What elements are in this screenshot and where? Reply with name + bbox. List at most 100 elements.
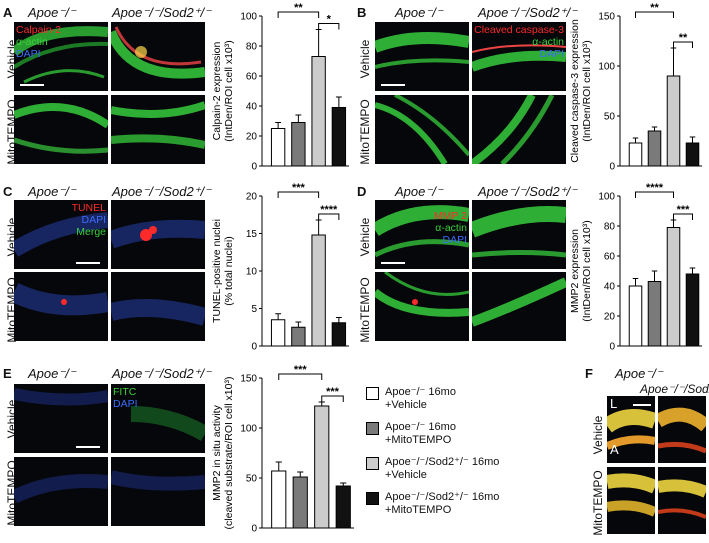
panel-label-f: F [585, 366, 593, 381]
significance-bracket [321, 395, 344, 402]
y-tick-label: 50 [246, 474, 258, 485]
bar [331, 322, 347, 347]
bar [271, 470, 287, 529]
stain-label-actin: α-actin [435, 222, 467, 234]
micrograph-b-apoe-vehicle [375, 22, 469, 91]
panel-b-column-title-2: Apoe⁻/⁻/Sod2⁺/⁻ [478, 5, 578, 20]
significance-bracket [277, 191, 320, 198]
significance-bracket [673, 213, 693, 220]
bar [292, 476, 308, 529]
y-axis-label: (% total nuclei) [223, 236, 235, 305]
significance-bracket [318, 23, 340, 30]
bar-chart-b: Cleaved caspase-3 expression (IntDen/ROI … [568, 2, 708, 173]
y-tick-label: 15 [246, 229, 258, 240]
y-axis-label: (IntDen/ROI cell x10³) [581, 40, 593, 142]
significance-label: **** [646, 182, 664, 194]
legend-line: Apoe⁻/⁻/Sod2⁺/⁻ 16mo [385, 491, 500, 503]
legend-line: +MitoTEMPO [385, 504, 452, 516]
y-axis-label: (IntDen/ROI cell x10³) [223, 40, 235, 142]
y-axis-label: Calpain-2 expression [211, 42, 223, 141]
legend-item-1: Apoe⁻/⁻ 16mo +Vehicle [366, 386, 456, 412]
significance-bracket [635, 191, 674, 198]
bar [628, 142, 643, 167]
y-tick-label: 100 [240, 12, 257, 23]
bar [270, 319, 286, 347]
y-tick-label: 40 [246, 102, 258, 113]
panel-d-row-label-1: Vehicle [358, 217, 372, 257]
panel-f-row-label-1: Vehicle [591, 415, 605, 455]
y-tick-label: 0 [251, 162, 257, 173]
scale-bar [381, 262, 405, 264]
micrograph-d-sod2-vehicle [472, 200, 566, 269]
stain-label-actin: α-actin [16, 36, 48, 48]
y-axis-label: Cleaved caspase-3 expression [569, 19, 581, 163]
micrograph-a-sod2-mitotempo [111, 95, 205, 164]
panel-f-row-label-2: MitoTEMPO [591, 470, 605, 536]
panel-c-column-title-2: Apoe⁻/⁻/Sod2⁺/⁻ [112, 184, 212, 199]
y-tick-label: 20 [246, 132, 258, 143]
micrograph-b-sod2-mitotempo [472, 95, 566, 164]
stain-label-dapi: DAPI [539, 48, 564, 60]
bar [685, 142, 700, 167]
micrograph-c-apoe-mitotempo [14, 272, 108, 341]
bar-chart-c: TUNEL-positive nuclei (% total nuclei) 0 5 1… [210, 182, 355, 353]
micrograph-d-apoe-mitotempo [375, 272, 469, 341]
scale-bar [633, 404, 651, 406]
legend-swatch [366, 492, 379, 505]
significance-label: ** [650, 2, 659, 14]
y-axis-label: (cleaved substrate/ROI cell x10³) [223, 377, 235, 530]
significance-label: *** [292, 182, 306, 194]
legend-line: Apoe⁻/⁻ 16mo [385, 386, 456, 398]
bar [647, 281, 662, 347]
significance-label: ** [679, 32, 688, 44]
y-tick-label: 100 [598, 62, 615, 73]
y-axis-label: MMP2 expression [569, 229, 581, 313]
y-tick-label: 80 [604, 222, 616, 233]
legend-item-4: Apoe⁻/⁻/Sod2⁺/⁻ 16mo +MitoTEMPO [366, 491, 499, 517]
bar [666, 227, 681, 347]
y-tick-label: 150 [598, 12, 615, 23]
y-tick-label: 150 [240, 374, 257, 385]
adventitia-marker: A [610, 442, 619, 457]
bar-chart-d: MMP2 expression (IntDen/ROI cell x10³) 0 20… [568, 182, 708, 353]
y-tick-label: 60 [246, 72, 258, 83]
panel-d-column-title-1: Apoe⁻/⁻ [395, 184, 443, 199]
stain-label-dapi: DAPI [113, 398, 138, 410]
legend-line: +Vehicle [385, 399, 427, 411]
micrograph-f-sod2-vehicle [658, 396, 706, 463]
micrograph-a-apoe-vehicle: Calpain-2 α-actin DAPI [14, 22, 108, 91]
scale-bar [381, 84, 405, 86]
legend-item-3: Apoe⁻/⁻/Sod2⁺/⁻ 16mo +Vehicle [366, 456, 499, 482]
y-tick-label: 0 [251, 524, 257, 535]
legend-swatch [366, 387, 379, 400]
bar [666, 75, 681, 167]
bar [270, 128, 286, 167]
panel-e-column-title-1: Apoe⁻/⁻ [28, 366, 76, 381]
chart-svg: MMP2 in situ activity (cleaved substrate/… [211, 364, 354, 535]
y-tick-label: 60 [604, 252, 616, 263]
stain-label-tunel: TUNEL [71, 202, 106, 214]
y-tick-label: 100 [240, 424, 257, 435]
y-axis-label: TUNEL-positive nuclei [211, 219, 223, 323]
y-tick-label: 100 [598, 192, 615, 203]
panel-c-column-title-1: Apoe⁻/⁻ [28, 184, 76, 199]
panel-f-column-title-2: Apoe⁻/⁻/Sod2⁺/⁻ [640, 382, 709, 396]
bar [311, 56, 326, 167]
y-tick-label: 0 [609, 162, 615, 173]
significance-label: *** [294, 364, 308, 376]
stain-label-actin: α-actin [532, 36, 564, 48]
bar [291, 122, 306, 167]
chart-svg: TUNEL-positive nuclei (% total nuclei) 0 5 1… [211, 182, 349, 353]
stain-label-cleaved-caspase3: Cleaved caspase-3 [474, 24, 564, 36]
chart-svg: Calpain-2 expression (IntDen/ROI cell x10… [211, 2, 349, 173]
bar-chart-e: MMP2 in situ activity (cleaved substrate/… [210, 364, 360, 535]
micrograph-d-apoe-vehicle: MMP 2 α-actin DAPI [375, 200, 469, 269]
significance-bracket [318, 213, 340, 220]
scale-bar [20, 84, 44, 86]
y-tick-label: 5 [251, 304, 257, 315]
y-tick-label: 20 [604, 312, 616, 323]
panel-f-column-title-1: Apoe⁻/⁻ [615, 366, 663, 381]
micrograph-e-sod2-vehicle: FITC DAPI [111, 384, 205, 453]
y-tick-label: 0 [251, 342, 257, 353]
bar [291, 326, 306, 347]
